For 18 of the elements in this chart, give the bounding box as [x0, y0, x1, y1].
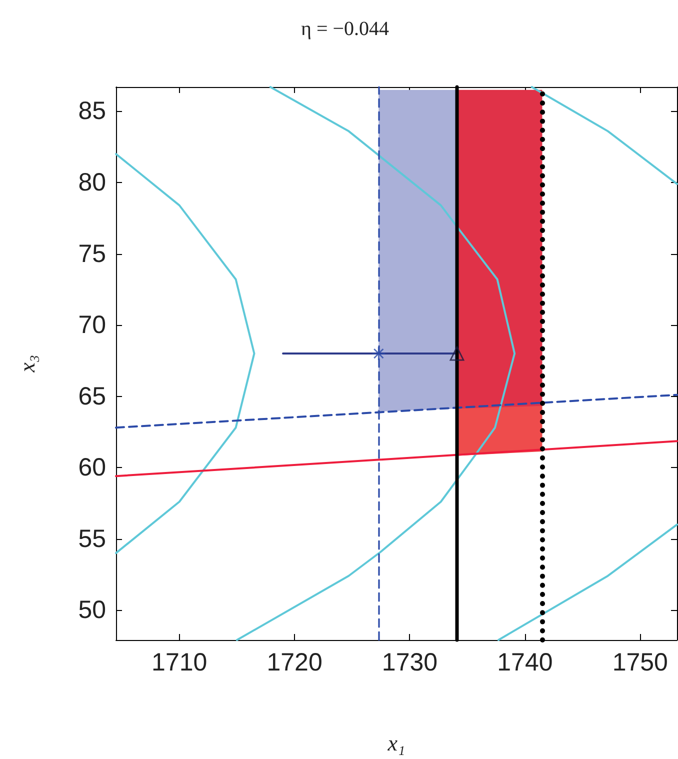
line-series: [115, 152, 256, 554]
y-tick-label: 55: [78, 524, 106, 553]
x-tick-label: 1750: [612, 648, 668, 676]
y-tick-label: 50: [78, 596, 106, 624]
y-tick-label: 80: [78, 168, 106, 196]
y-tick-label: 75: [78, 240, 106, 268]
x-tick-label: 1730: [382, 648, 438, 676]
line-series: [236, 86, 516, 641]
x-tick-label: 1720: [266, 648, 322, 676]
x-tick-label: 1710: [152, 648, 208, 676]
x-tick-label: 1740: [497, 648, 553, 676]
x-axis-title: x₁: [386, 730, 406, 756]
y-tick-label: 70: [78, 311, 106, 340]
y-tick-label: 65: [78, 382, 106, 410]
y-tick-label: 85: [78, 97, 106, 126]
y-tick-label: 60: [78, 454, 106, 482]
y-axis-title: x₃: [14, 354, 40, 374]
chart-title: η = −0.044: [300, 18, 390, 40]
